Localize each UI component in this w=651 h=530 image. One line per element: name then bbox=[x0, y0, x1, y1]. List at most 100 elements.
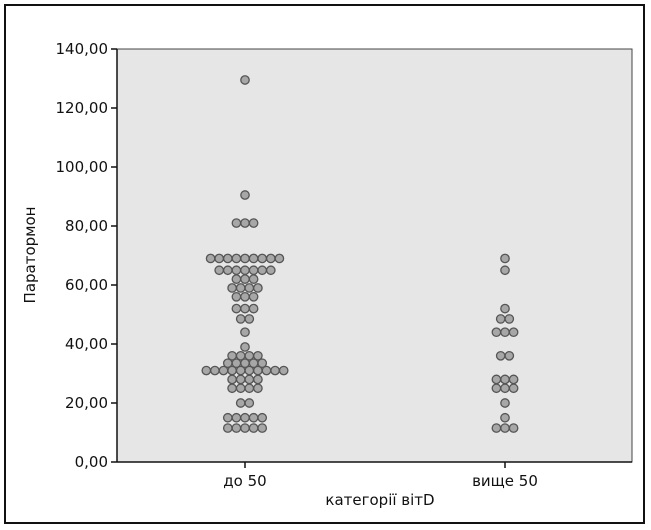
data-point bbox=[504, 314, 515, 324]
data-point bbox=[257, 423, 268, 433]
data-point bbox=[248, 358, 259, 369]
data-point bbox=[240, 190, 250, 200]
data-point bbox=[240, 75, 250, 85]
data-point bbox=[253, 283, 263, 293]
y-tick-label: 20,00 bbox=[65, 394, 108, 412]
data-point bbox=[201, 365, 212, 376]
x-tick-label: до 50 bbox=[223, 472, 266, 490]
data-point bbox=[248, 265, 259, 276]
y-tick-label: 140,00 bbox=[56, 40, 109, 58]
data-point bbox=[227, 283, 237, 293]
data-point bbox=[222, 412, 233, 423]
data-point bbox=[500, 423, 510, 433]
data-point bbox=[240, 423, 250, 433]
x-axis-title: категорії вітD bbox=[325, 491, 434, 509]
data-point bbox=[500, 398, 510, 408]
data-point bbox=[231, 218, 242, 228]
data-point bbox=[253, 374, 263, 385]
y-tick-label: 40,00 bbox=[65, 335, 108, 353]
data-point bbox=[270, 365, 280, 376]
data-point bbox=[240, 358, 250, 369]
data-point bbox=[508, 374, 519, 385]
data-point bbox=[235, 398, 246, 408]
data-point bbox=[257, 358, 268, 369]
data-point bbox=[235, 383, 246, 394]
data-point bbox=[205, 253, 216, 264]
data-point bbox=[222, 253, 233, 264]
data-point bbox=[500, 253, 510, 264]
data-point bbox=[495, 314, 506, 324]
data-point bbox=[248, 218, 259, 228]
data-point bbox=[231, 358, 242, 369]
data-point bbox=[235, 283, 246, 293]
plot-area bbox=[116, 48, 633, 463]
data-point bbox=[253, 383, 263, 394]
data-point bbox=[231, 274, 242, 284]
data-point bbox=[210, 365, 220, 376]
data-point bbox=[240, 274, 250, 284]
data-point bbox=[508, 423, 519, 433]
data-point bbox=[240, 342, 250, 352]
data-point bbox=[227, 374, 237, 385]
data-point bbox=[240, 303, 250, 314]
data-point bbox=[500, 327, 510, 338]
data-point bbox=[231, 412, 242, 423]
data-point bbox=[244, 283, 255, 293]
data-point bbox=[222, 358, 233, 369]
data-point bbox=[508, 383, 519, 394]
data-point bbox=[240, 327, 250, 338]
data-point bbox=[257, 253, 268, 264]
data-point bbox=[244, 314, 255, 324]
data-point bbox=[491, 383, 502, 394]
data-points bbox=[201, 75, 519, 433]
data-point bbox=[491, 423, 502, 433]
data-point bbox=[240, 291, 250, 302]
data-point bbox=[265, 265, 276, 276]
y-tick-label: 60,00 bbox=[65, 276, 108, 294]
data-point bbox=[274, 253, 285, 264]
data-point bbox=[240, 218, 250, 228]
data-point bbox=[257, 412, 268, 423]
data-point bbox=[495, 350, 506, 361]
data-point bbox=[231, 303, 242, 314]
data-point bbox=[222, 265, 233, 276]
data-point bbox=[248, 291, 259, 302]
data-point bbox=[231, 423, 242, 433]
data-point bbox=[244, 383, 255, 394]
data-point bbox=[240, 253, 250, 264]
data-point bbox=[504, 350, 515, 361]
data-point bbox=[491, 374, 502, 385]
data-point bbox=[248, 253, 259, 264]
y-tick-label: 80,00 bbox=[65, 217, 108, 235]
data-point bbox=[222, 423, 233, 433]
data-point bbox=[257, 265, 268, 276]
data-point bbox=[248, 412, 259, 423]
y-tick-label: 0,00 bbox=[75, 453, 108, 471]
data-point bbox=[265, 253, 276, 264]
data-point bbox=[214, 265, 225, 276]
data-point bbox=[214, 253, 225, 264]
data-point bbox=[500, 303, 510, 314]
data-point bbox=[244, 374, 255, 385]
data-point bbox=[248, 274, 259, 284]
data-point bbox=[500, 374, 510, 385]
data-point bbox=[248, 423, 259, 433]
y-axis-title: Паратормон bbox=[21, 207, 39, 304]
data-point bbox=[508, 327, 519, 338]
data-point bbox=[227, 383, 237, 394]
data-point bbox=[500, 383, 510, 394]
data-point bbox=[500, 412, 510, 423]
data-point bbox=[235, 374, 246, 385]
data-point bbox=[240, 412, 250, 423]
data-point bbox=[500, 265, 510, 276]
y-tick-label: 120,00 bbox=[56, 99, 109, 117]
x-tick-label: вище 50 bbox=[472, 472, 538, 490]
y-tick-label: 100,00 bbox=[56, 158, 109, 176]
data-point bbox=[231, 291, 242, 302]
data-point bbox=[253, 350, 263, 361]
data-point bbox=[244, 398, 255, 408]
data-point bbox=[240, 265, 250, 276]
data-point bbox=[235, 314, 246, 324]
x-ticks: до 50 вище 50 bbox=[223, 462, 538, 490]
